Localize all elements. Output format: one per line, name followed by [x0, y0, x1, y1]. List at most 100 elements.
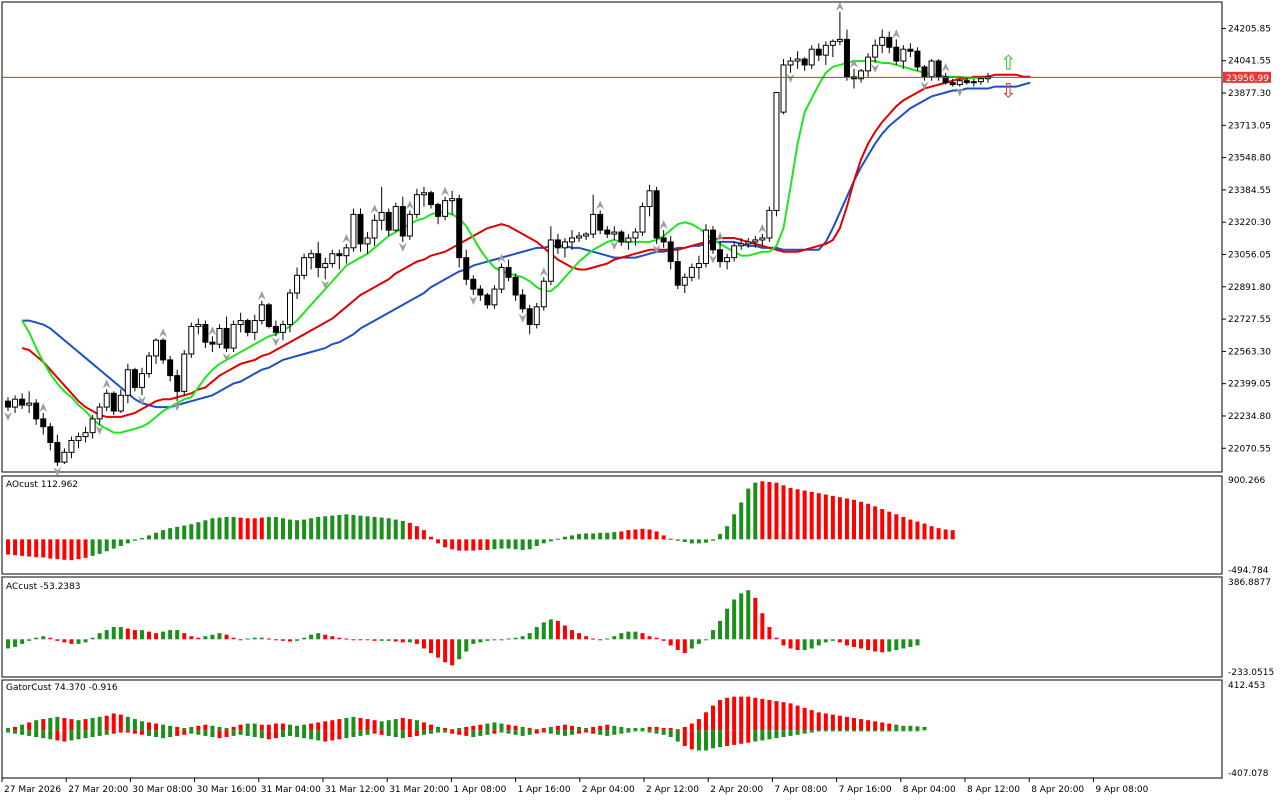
accust-bar	[295, 639, 300, 641]
candle	[815, 43, 822, 62]
bear-candle-body	[660, 237, 667, 243]
accust-bar	[562, 625, 567, 640]
aocust-bar	[203, 520, 208, 540]
aocust-bar	[13, 539, 18, 556]
gator-lower-bar	[555, 730, 560, 735]
aocust-bar	[901, 516, 906, 540]
accust-axis-min: -233.0515	[1228, 668, 1274, 678]
gator-lower-bar	[69, 730, 74, 741]
accust-bar	[499, 639, 504, 641]
gator-lower-bar	[217, 730, 222, 739]
gator-lower-bar	[513, 730, 518, 735]
bear-candle-body	[604, 229, 611, 235]
gator-lower-bar	[548, 730, 553, 734]
bull-candle-body	[371, 219, 378, 239]
accust-bar	[273, 639, 278, 641]
bear-candle-body	[40, 418, 47, 428]
candle	[343, 243, 350, 264]
gator-upper-bar	[513, 725, 518, 731]
bull-candle-body	[632, 231, 639, 239]
gator-upper-bar	[675, 729, 680, 731]
gator-lower-bar	[132, 730, 137, 734]
candle	[963, 76, 970, 85]
gator-lower-bar	[725, 730, 730, 747]
aocust-bar	[591, 533, 596, 540]
aocust-bar	[393, 519, 398, 540]
aocust-bar	[774, 482, 779, 540]
aocust-bar	[922, 523, 927, 540]
accust-bar	[379, 639, 384, 641]
bull-candle-body	[287, 292, 293, 325]
gator-upper-bar	[259, 724, 264, 731]
aocust-bar	[936, 528, 941, 540]
accust-bar	[478, 639, 483, 643]
gator-lower-bar	[161, 730, 166, 739]
gator-upper-bar	[894, 724, 899, 731]
gator-lower-bar	[598, 730, 603, 735]
gator-upper-bar	[238, 724, 243, 731]
candle	[801, 57, 808, 71]
gator-upper-bar	[245, 723, 250, 731]
aocust-bar	[661, 535, 666, 540]
gator-upper-bar	[97, 716, 102, 731]
bull-candle-body	[153, 339, 160, 357]
gator-upper-bar	[520, 726, 525, 731]
bull-candle-body	[829, 40, 836, 46]
aocust-pane[interactable]: AOcust 112.962 900.266 -494.784	[1, 475, 1269, 576]
candle	[456, 194, 463, 268]
aocust-bar	[732, 514, 737, 540]
accust-bar	[492, 639, 497, 641]
bull-candle-body	[872, 44, 879, 58]
fractal-down-marker	[53, 467, 62, 477]
bull-candle-body	[322, 263, 329, 268]
accust-bar	[358, 639, 363, 641]
accust-bar	[675, 639, 680, 651]
aocust-bar	[809, 491, 814, 540]
main-pane-frame	[1, 1, 1223, 473]
gator-lower-bar	[386, 730, 391, 736]
bull-candle-body	[89, 418, 96, 434]
accust-pane[interactable]: ACcust -53.2383 386.8877 -233.0515	[1, 576, 1274, 678]
price-tick-label: 22399.05	[1228, 380, 1271, 390]
candle	[583, 232, 590, 240]
aocust-bar	[83, 539, 88, 558]
accust-bar	[344, 638, 349, 640]
gator-lower-bar	[83, 730, 88, 739]
gator-upper-bar	[273, 723, 278, 731]
gator-upper-bar	[506, 724, 511, 731]
aocust-bar	[316, 516, 321, 540]
gator-upper-bar	[323, 721, 328, 731]
gator-upper-bar	[534, 729, 539, 731]
bull-candle-body	[308, 253, 315, 259]
accust-bar	[125, 628, 130, 640]
gator-upper-bar	[393, 719, 398, 731]
gator-upper-bar	[154, 723, 159, 731]
accust-bar	[626, 631, 631, 640]
gator-lower-bar	[429, 730, 433, 734]
main-price-pane[interactable]: 24205.85 24041.55 23877.30 23713.05 23548.80…	[1, 1, 1271, 477]
candle	[717, 241, 724, 268]
aocust-bar	[351, 514, 356, 540]
gator-upper-bar	[358, 717, 363, 731]
gator-upper-bar	[224, 728, 229, 731]
bull-candle-body	[970, 81, 977, 84]
bull-candle-body	[611, 231, 618, 235]
time-tick-label: 7 Apr 16:00	[839, 785, 892, 795]
bear-candle-body	[47, 426, 54, 443]
gator-upper-bar	[718, 699, 723, 731]
bull-candle-body	[96, 406, 103, 420]
accust-bar	[541, 622, 546, 640]
gator-lower-bar	[527, 730, 532, 735]
candle	[209, 336, 216, 353]
aocust-bar	[27, 539, 32, 557]
accust-bar	[668, 639, 673, 646]
aocust-bar	[48, 539, 53, 559]
candle	[406, 210, 413, 240]
bear-candle-body	[886, 36, 893, 48]
gator-lower-bar	[562, 730, 567, 736]
accust-bar	[682, 639, 687, 654]
price-axis: 24205.85 24041.55 23877.30 23713.05 23548.80…	[1222, 24, 1271, 454]
gator-upper-bar	[48, 717, 53, 731]
gatorcust-pane[interactable]: GatorCust 74.370 -0.916 412.453 -407.078	[1, 679, 1269, 779]
